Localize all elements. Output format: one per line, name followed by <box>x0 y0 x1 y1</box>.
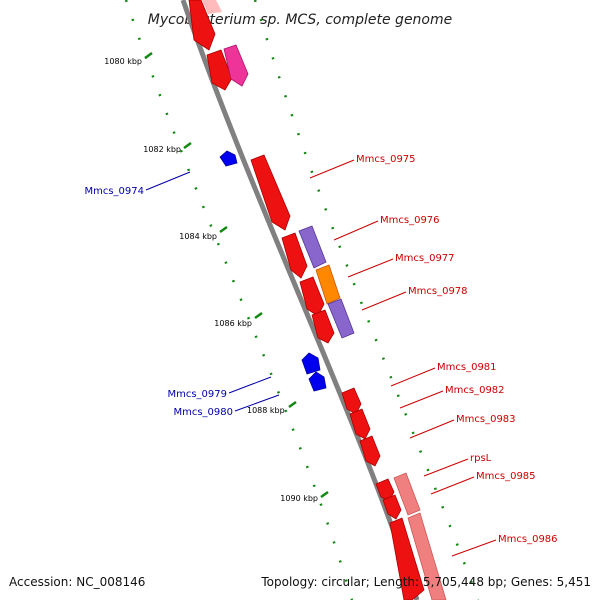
tick-mark <box>219 225 228 234</box>
topology-text: Topology: circular; Length: 5,705,448 bp… <box>260 575 591 589</box>
leader-line <box>430 476 475 495</box>
gene-arrow-mmcs-0982 <box>349 408 371 440</box>
gene-arrow-mmcs-0986 <box>389 517 425 600</box>
gene-label-mmcs-0985[interactable]: Mmcs_0985 <box>476 471 536 482</box>
gene-box-rpsl <box>393 472 421 516</box>
gene-arrow-mmcs-0975 <box>250 154 291 231</box>
reverse-leader-lines <box>145 171 280 412</box>
reverse-strand-genes <box>219 150 327 392</box>
tick-mark <box>144 51 153 60</box>
gene-label-mmcs-0978[interactable]: Mmcs_0978 <box>408 286 468 297</box>
tick-mark <box>288 400 297 409</box>
leader-line <box>399 390 444 409</box>
leader-line <box>309 159 355 179</box>
gene-label-mmcs-0975[interactable]: Mmcs_0975 <box>356 154 416 165</box>
gene-arrow-mmcs-0985 <box>382 494 402 520</box>
gene-arrow-mmcs-0983 <box>359 435 381 467</box>
leader-line <box>228 376 272 394</box>
tick-label-1082: 1082 kbp <box>143 145 181 154</box>
gene-label-mmcs-0976[interactable]: Mmcs_0976 <box>380 215 440 226</box>
leader-line <box>390 367 436 387</box>
leader-line <box>145 171 191 191</box>
gene-box-mmcs-0976 <box>298 225 327 269</box>
gene-label-mmcs-0979[interactable]: Mmcs_0979 <box>167 389 227 400</box>
genome-backbone <box>180 0 420 600</box>
gene-arrow <box>206 49 233 91</box>
gene-label-mmcs-0981[interactable]: Mmcs_0981 <box>437 362 497 373</box>
forward-strand-genes <box>188 0 447 600</box>
gene-arrow-mmcs-0978 <box>311 309 335 344</box>
leader-line <box>361 291 407 311</box>
gene-label-rpsl[interactable]: rpsL <box>470 453 492 464</box>
tick-label-1088: 1088 kbp <box>247 406 285 415</box>
tick-label-1090: 1090 kbp <box>280 494 318 503</box>
tick-mark <box>254 311 263 320</box>
tick-label-1080: 1080 kbp <box>104 57 142 66</box>
leader-line <box>451 539 497 557</box>
gene-box-mmcs-0978 <box>327 298 355 339</box>
gene-label-mmcs-0982[interactable]: Mmcs_0982 <box>445 385 505 396</box>
gene-label-mmcs-0977[interactable]: Mmcs_0977 <box>395 253 455 264</box>
tick-mark <box>320 490 329 499</box>
gene-arrow-mmcs-0981 <box>341 387 362 415</box>
accession-text: Accession: NC_008146 <box>9 575 145 589</box>
gene-arrow-mmcs-0980 <box>308 371 327 392</box>
tick-mark <box>183 141 192 150</box>
tick-track-outer <box>253 0 480 600</box>
gene-arrow-mmcs-0977 <box>299 276 325 317</box>
tick-label-1086: 1086 kbp <box>214 319 252 328</box>
gene-label-mmcs-0983[interactable]: Mmcs_0983 <box>456 414 516 425</box>
leader-line <box>423 458 469 477</box>
map-title: Mycobacterium sp. MCS, complete genome <box>148 12 453 28</box>
tick-track-inner <box>124 0 354 600</box>
gene-arrow-mmcs-0974 <box>219 150 238 167</box>
gene-box-mmcs-0977 <box>315 264 341 305</box>
leader-line <box>409 419 455 439</box>
gene-arrow-mmcs-0976 <box>281 232 308 279</box>
tick-marks <box>144 51 329 499</box>
gene-arrow-mmcs-0979 <box>301 352 321 375</box>
gene-arrow <box>223 44 249 87</box>
gene-arrow <box>202 0 222 14</box>
gene-arrow <box>188 0 216 51</box>
gene-label-mmcs-0986[interactable]: Mmcs_0986 <box>498 534 558 545</box>
leader-line <box>347 258 394 278</box>
tick-label-1084: 1084 kbp <box>179 232 217 241</box>
gene-box-mmcs-0986 <box>407 512 447 600</box>
gene-label-mmcs-0980[interactable]: Mmcs_0980 <box>173 407 233 418</box>
leader-line <box>333 220 379 241</box>
forward-leader-lines <box>309 159 497 557</box>
gene-label-mmcs-0974[interactable]: Mmcs_0974 <box>84 186 144 197</box>
leader-line <box>234 394 280 412</box>
